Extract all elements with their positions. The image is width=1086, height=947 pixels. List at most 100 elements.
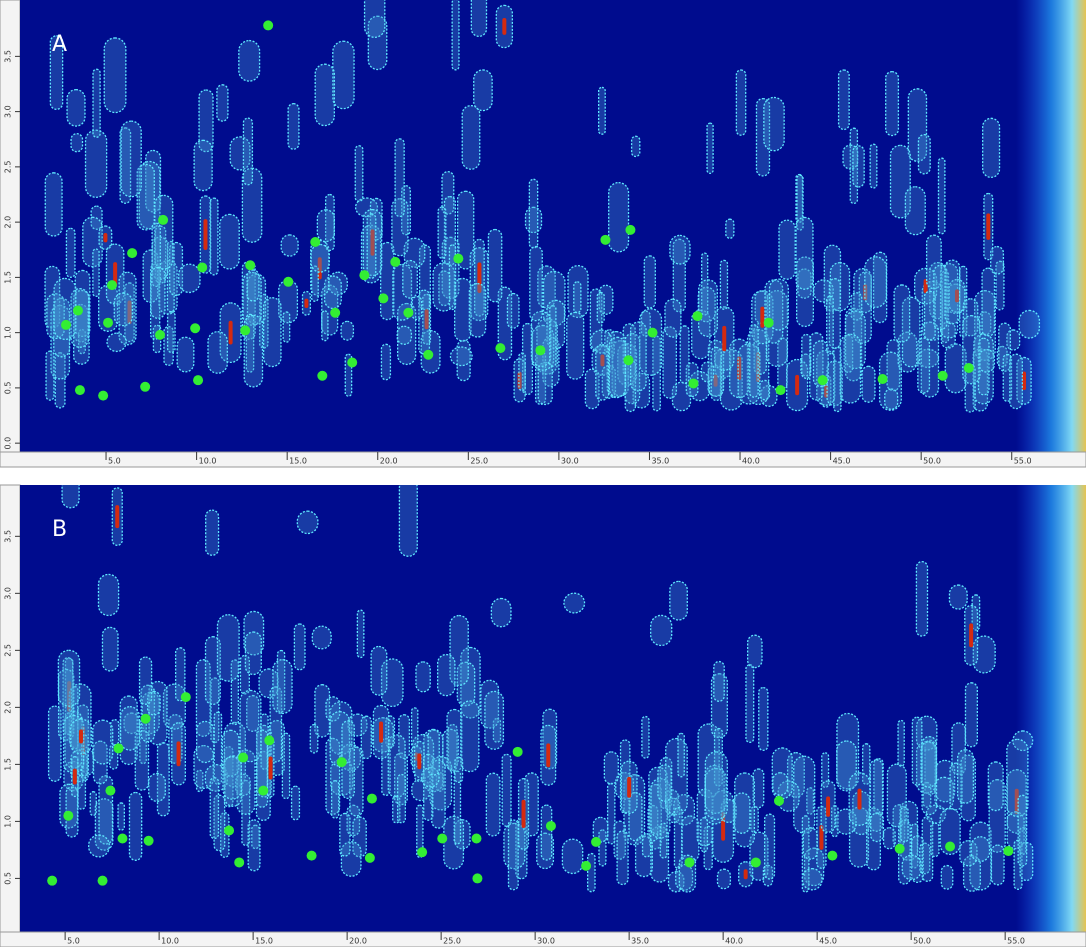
x-tick-label: 45.0 <box>819 937 837 946</box>
peak-marker <box>117 833 127 843</box>
contour-blob <box>670 581 687 620</box>
contour-blob <box>753 769 764 808</box>
hot-spot <box>103 233 107 242</box>
contour-blob <box>488 230 501 302</box>
hot-spot <box>986 213 990 239</box>
contour-blob <box>736 70 745 135</box>
peak-marker <box>283 277 293 287</box>
panel-label: B <box>52 517 67 542</box>
hot-spot <box>502 18 506 35</box>
x-tick-label: 30.0 <box>561 457 579 466</box>
peak-marker <box>472 873 482 883</box>
peak-marker <box>181 692 191 702</box>
contour-blob <box>194 140 212 190</box>
contour-blob <box>89 835 110 857</box>
peak-marker <box>623 355 633 365</box>
contour-blob <box>901 807 908 842</box>
contour-blob <box>177 337 194 372</box>
x-tick-label: 5.0 <box>108 457 121 466</box>
contour-blob <box>983 118 1000 177</box>
contour-blob <box>604 752 618 784</box>
contour-blob <box>609 337 625 397</box>
peak-marker <box>114 743 124 753</box>
contour-blob <box>428 730 439 775</box>
y-tick-label: 2.0 <box>4 701 13 714</box>
contour-blob <box>991 845 1004 885</box>
contour-blob <box>682 816 699 862</box>
contour-blob <box>341 321 353 340</box>
x-tick-label: 15.0 <box>255 937 273 946</box>
peak-marker <box>258 786 268 796</box>
contour-blob <box>438 207 446 258</box>
peak-marker <box>73 306 83 316</box>
peak-marker <box>61 320 71 330</box>
contour-blob <box>206 510 219 555</box>
peak-marker <box>692 311 702 321</box>
y-tick-label: 3.0 <box>4 587 13 600</box>
contour-blob <box>631 322 646 391</box>
contour-blob <box>264 298 281 367</box>
hot-spot <box>969 623 973 647</box>
peak-marker <box>337 757 347 767</box>
contour-blob <box>281 235 298 256</box>
panel: 0.00.51.01.52.02.53.03.55.010.015.020.02… <box>0 0 1086 467</box>
contour-blob <box>151 268 165 319</box>
peak-marker <box>155 330 165 340</box>
peak-marker <box>417 847 427 857</box>
contour-blob <box>455 757 463 782</box>
contour-blob <box>197 721 214 762</box>
y-tick-label: 0.5 <box>4 872 13 885</box>
peak-marker <box>140 382 150 392</box>
contour-blob <box>707 123 713 173</box>
contour-blob <box>217 85 228 121</box>
x-tick-label: 25.0 <box>470 457 488 466</box>
contour-blob <box>179 264 200 292</box>
contour-blob <box>802 869 822 890</box>
contour-blob <box>381 344 390 379</box>
contour-blob <box>412 297 421 320</box>
peak-marker <box>581 861 591 871</box>
contour-blob <box>750 325 758 397</box>
contour-blob <box>588 854 595 892</box>
x-tick-label: 35.0 <box>651 457 669 466</box>
contour-blob <box>416 662 430 692</box>
contour-blob <box>651 615 672 645</box>
hot-spot <box>73 769 77 785</box>
hot-spot <box>203 219 207 250</box>
contour-blob <box>902 855 921 879</box>
contour-blob <box>93 720 113 764</box>
contour-blob <box>701 362 713 382</box>
peak-marker <box>347 357 357 367</box>
peak-marker <box>453 254 463 264</box>
peak-marker <box>378 293 388 303</box>
contour-blob <box>71 134 82 152</box>
hot-spot <box>795 375 799 395</box>
contour-blob <box>963 316 980 384</box>
contour-blob <box>403 261 417 299</box>
x-tick-label: 5.0 <box>67 937 80 946</box>
panel: 0.51.01.52.02.53.03.55.010.015.020.025.0… <box>0 447 1086 947</box>
contour-blob <box>140 657 152 704</box>
x-tick-label: 50.0 <box>923 457 941 466</box>
contour-blob <box>717 869 730 888</box>
peak-marker <box>47 876 57 886</box>
hot-spot <box>627 777 631 798</box>
peak-marker <box>224 826 234 836</box>
contour-blob <box>596 345 609 401</box>
contour-blob <box>958 750 974 803</box>
peak-marker <box>127 248 137 258</box>
contour-blob <box>102 627 118 671</box>
contour-blob <box>759 688 768 751</box>
contour-blob <box>839 70 850 129</box>
contour-blob <box>469 284 485 337</box>
hot-spot <box>522 800 526 828</box>
hot-spot <box>177 741 181 766</box>
contour-blob <box>916 562 927 636</box>
contour-blob <box>779 220 795 279</box>
contour-blob <box>871 813 884 841</box>
contour-blob <box>292 786 300 819</box>
contour-blob <box>310 725 317 753</box>
contour-blob <box>979 350 995 372</box>
contour-blob <box>803 828 817 859</box>
x-tick-label: 25.0 <box>443 937 461 946</box>
